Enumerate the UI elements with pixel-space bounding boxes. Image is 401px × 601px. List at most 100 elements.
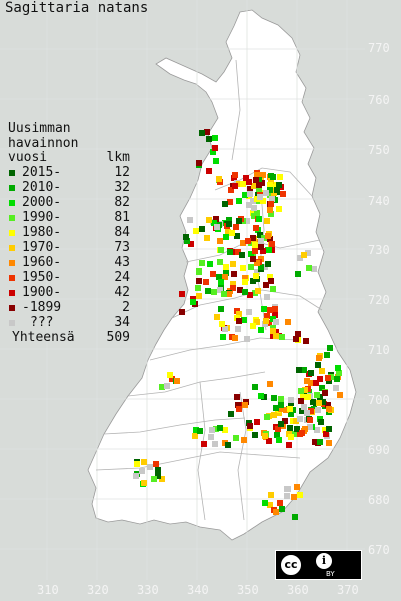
observation-square — [222, 326, 228, 332]
observation-square — [263, 282, 269, 288]
observation-square — [306, 265, 312, 271]
observation-square — [217, 238, 223, 244]
observation-square — [253, 225, 259, 231]
observation-square — [317, 376, 323, 382]
observation-square — [325, 375, 331, 381]
observation-square — [240, 181, 246, 187]
observation-square — [264, 294, 270, 300]
observation-square — [223, 264, 229, 270]
legend-label: 1900- — [22, 285, 62, 300]
observation-square — [277, 500, 283, 506]
observation-square — [253, 273, 259, 279]
observation-square — [216, 274, 222, 280]
observation-square — [236, 218, 242, 224]
creative-commons-icon: cc — [279, 553, 303, 577]
observation-square — [269, 196, 275, 202]
observation-square — [308, 370, 314, 376]
legend-count: 2 — [122, 300, 130, 315]
legend-count: 34 — [114, 315, 130, 330]
observation-square — [242, 289, 248, 295]
legend-swatch — [9, 170, 15, 176]
observation-square — [236, 406, 242, 412]
observation-square — [227, 249, 233, 255]
observation-square — [308, 408, 314, 414]
observation-squares — [133, 129, 343, 520]
observation-square — [276, 206, 282, 212]
region-boundary — [95, 451, 301, 471]
observation-square — [264, 313, 270, 319]
cc-by-license-badge[interactable]: cc 𝐢 BY — [275, 550, 362, 580]
observation-square — [301, 252, 307, 258]
observation-square — [220, 334, 226, 340]
observation-square — [209, 427, 215, 433]
y-tick-label: 750 — [368, 143, 390, 157]
observation-square — [239, 252, 245, 258]
observation-square — [295, 271, 301, 277]
legend-swatch — [9, 320, 15, 326]
observation-square — [273, 319, 279, 325]
observation-square — [293, 418, 299, 424]
legend-label: -1899 — [22, 300, 62, 315]
observation-square — [299, 408, 305, 414]
observation-square — [235, 326, 241, 332]
observation-square — [246, 179, 252, 185]
observation-square — [246, 202, 252, 208]
observation-square — [258, 244, 264, 250]
observation-square — [216, 176, 222, 182]
observation-square — [257, 194, 263, 200]
observation-square — [199, 260, 205, 266]
legend-col-count: lkm — [106, 150, 130, 165]
region-boundary — [257, 179, 267, 331]
legend-total-label: Yhteensä — [12, 330, 75, 345]
legend-total: Yhteensä 509 — [8, 330, 132, 346]
observation-square — [297, 492, 303, 498]
observation-square — [291, 494, 297, 500]
observation-square — [297, 255, 303, 261]
observation-square — [337, 392, 343, 398]
observation-square — [265, 233, 271, 239]
observation-square — [273, 333, 279, 339]
observation-square — [288, 434, 294, 440]
observation-square — [279, 506, 285, 512]
observation-square — [159, 384, 165, 390]
observation-square — [266, 247, 272, 253]
observation-square — [230, 281, 236, 287]
observation-square — [167, 372, 173, 378]
observation-square — [248, 264, 254, 270]
observation-square — [213, 426, 219, 432]
observation-square — [210, 271, 216, 277]
x-tick-label: 310 — [37, 583, 59, 597]
observation-square — [268, 278, 274, 284]
observation-square — [258, 327, 264, 333]
legend-label: 1990- — [22, 210, 62, 225]
observation-square — [212, 145, 218, 151]
observation-square — [212, 441, 218, 447]
observation-square — [256, 186, 262, 192]
observation-square — [183, 234, 189, 240]
observation-square — [244, 218, 250, 224]
legend-entry: 2010- 32 — [8, 180, 132, 196]
observation-square — [199, 130, 205, 136]
x-tick-label: 370 — [337, 583, 359, 597]
legend-count: 24 — [114, 270, 130, 285]
y-tick-label: 730 — [368, 243, 390, 257]
observation-square — [250, 323, 256, 329]
observation-square — [242, 192, 248, 198]
observation-square — [298, 388, 304, 394]
observation-square — [245, 238, 251, 244]
legend-count: 82 — [114, 195, 130, 210]
observation-square — [327, 345, 333, 351]
observation-square — [297, 416, 303, 422]
legend-label: 1960- — [22, 255, 62, 270]
observation-square — [254, 319, 260, 325]
observation-square — [223, 234, 229, 240]
observation-square — [267, 381, 273, 387]
x-tick-label: 340 — [187, 583, 209, 597]
observation-square — [280, 191, 286, 197]
observation-square — [288, 397, 294, 403]
observation-square — [250, 278, 256, 284]
observation-square — [250, 256, 256, 262]
observation-square — [336, 370, 342, 376]
observation-square — [251, 213, 257, 219]
